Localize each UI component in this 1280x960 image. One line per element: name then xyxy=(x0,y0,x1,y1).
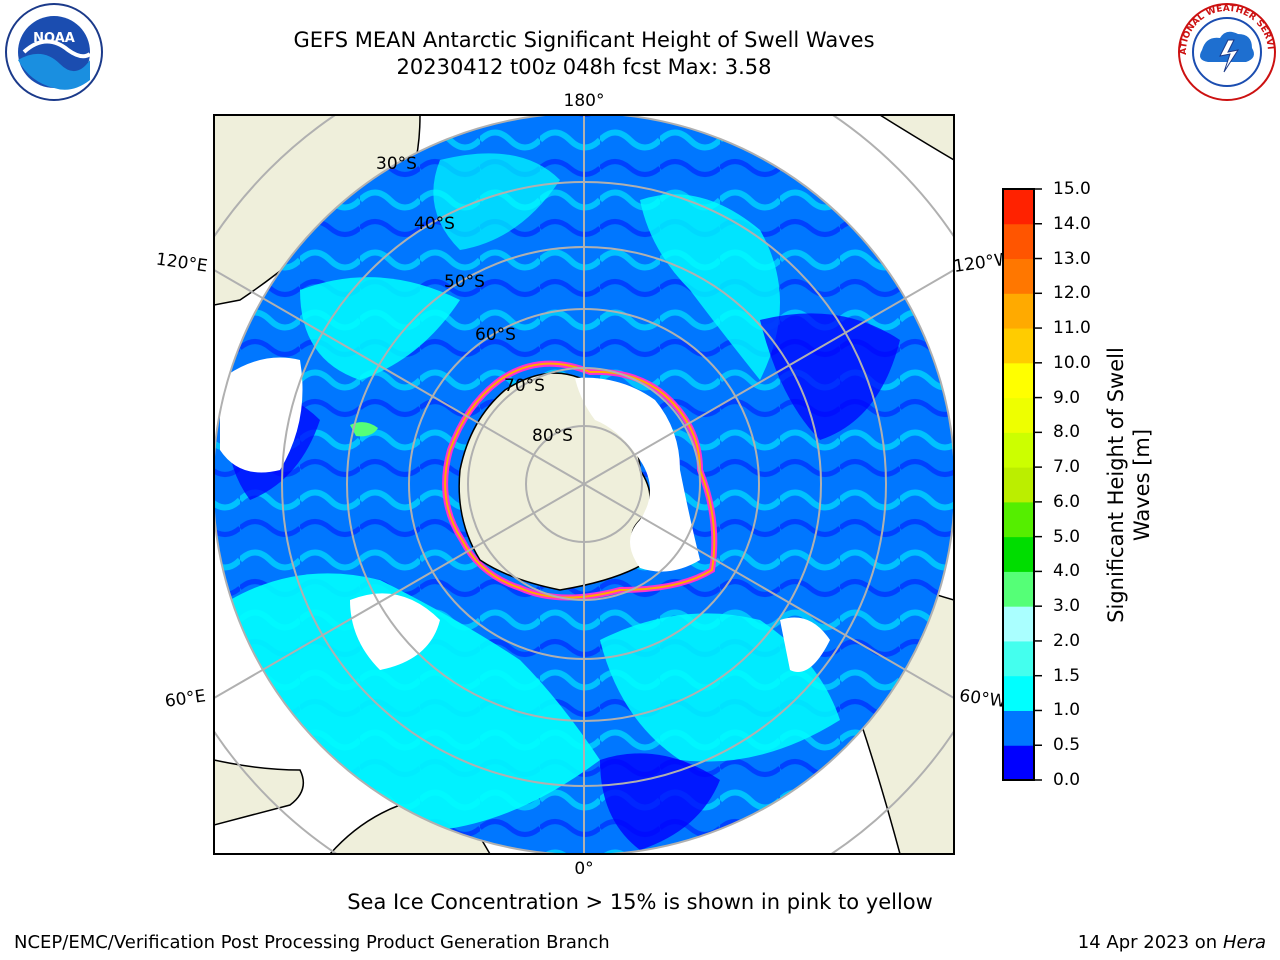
map-frame xyxy=(213,114,955,855)
colorbar-tick-label: 10.0 xyxy=(1053,352,1091,373)
credit-text: NCEP/EMC/Verification Post Processing Pr… xyxy=(14,932,610,953)
colorbar-segment xyxy=(1003,189,1034,225)
lon-label-0: 0° xyxy=(574,859,593,879)
colorbar-segment xyxy=(1003,571,1034,607)
colorbar-segment xyxy=(1003,675,1034,711)
colorbar-segment xyxy=(1003,397,1034,433)
graticule xyxy=(214,115,954,854)
lat-label-60s: 60°S xyxy=(475,325,516,345)
colorbar-tick-label: 9.0 xyxy=(1053,387,1081,408)
date-text: 14 Apr 2023 on Hera xyxy=(1077,932,1266,953)
colorbar-segment xyxy=(1003,293,1034,329)
colorbar-segments xyxy=(1003,189,1034,781)
colorbar-segment xyxy=(1003,710,1034,746)
colorbar-tick-label: 7.0 xyxy=(1053,457,1081,478)
colorbar-tick-label: 1.5 xyxy=(1053,665,1081,686)
lat-label-70s: 70°S xyxy=(504,376,545,396)
no-data-patches xyxy=(220,357,830,672)
colorbar-segment xyxy=(1003,606,1034,642)
colorbar-segment xyxy=(1003,536,1034,572)
colorbar-label: Significant Height of Swell Waves [m] xyxy=(1104,347,1154,623)
chart-title: GEFS MEAN Antarctic Significant Height o… xyxy=(293,28,875,52)
colorbar-tick-label: 15.0 xyxy=(1053,179,1091,199)
colorbar-tick-marks xyxy=(1034,188,1042,781)
lat-label-50s: 50°S xyxy=(444,272,485,292)
date-machine: Hera xyxy=(1222,932,1266,953)
colorbar-segment xyxy=(1003,467,1034,503)
colorbar-segment xyxy=(1003,258,1034,294)
national-weather-service-logo-icon: NATIONAL WEATHER SERVICE xyxy=(1172,0,1278,106)
colorbar-tick-label: 3.0 xyxy=(1053,596,1081,617)
colorbar-tick-label: 12.0 xyxy=(1053,283,1091,304)
colorbar-segment xyxy=(1003,362,1034,399)
colorbar-frame xyxy=(1002,188,1035,781)
noaa-logo-text: NOAA xyxy=(33,31,75,46)
colorbar-tick-label: 8.0 xyxy=(1053,422,1081,443)
colorbar-tick-label: 2.0 xyxy=(1053,630,1081,651)
colorbar-segment xyxy=(1003,640,1034,677)
noaa-logo-icon: NOAA xyxy=(2,2,106,106)
colorbar-tick-label: 1.0 xyxy=(1053,700,1081,721)
colorbar-tick-label: 6.0 xyxy=(1053,491,1081,512)
colorbar-tick-label: 4.0 xyxy=(1053,561,1081,582)
colorbar-tick-label: 0.0 xyxy=(1053,770,1081,790)
lat-label-80s: 80°S xyxy=(532,426,573,446)
colorbar-tick-label: 0.5 xyxy=(1053,735,1081,756)
lat-label-40s: 40°S xyxy=(414,214,455,234)
colorbar-tick-label: 14.0 xyxy=(1053,213,1091,234)
chart-subtitle: 20230412 t00z 048h fcst Max: 3.58 xyxy=(396,55,772,79)
lat-label-30s: 30°S xyxy=(376,154,417,174)
sea-ice-note: Sea Ice Concentration > 15% is shown in … xyxy=(347,890,933,914)
colorbar-segment xyxy=(1003,328,1034,364)
colorbar-segment xyxy=(1003,223,1034,260)
lon-label-180: 180° xyxy=(564,91,605,111)
colorbar-tick-label: 11.0 xyxy=(1053,318,1091,339)
colorbar-segment xyxy=(1003,432,1034,468)
colorbar-segment xyxy=(1003,745,1034,781)
colorbar-tick-label: 13.0 xyxy=(1053,248,1091,269)
colorbar-segment xyxy=(1003,501,1034,538)
colorbar-tick-label: 5.0 xyxy=(1053,526,1081,547)
